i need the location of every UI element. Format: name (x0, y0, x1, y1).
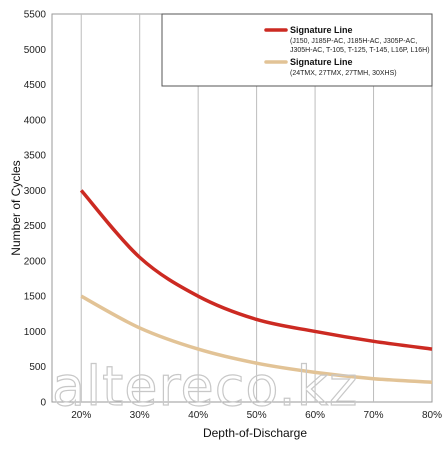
legend-detail-series-1-line-1: (J150, J185P-AC, J185H-AC, J305P-AC, (290, 38, 417, 45)
x-tick-label: 80% (422, 410, 442, 421)
x-tick-label: 40% (188, 410, 208, 421)
legend-detail-series-2: (24TMX, 27TMX, 27TMH, 30XHS) (290, 70, 397, 77)
y-axis-title: Number of Cycles (9, 160, 23, 255)
watermark: altereco.kz (52, 355, 358, 418)
legend-label-series-1: Signature Line (290, 25, 353, 35)
x-tick-label: 30% (130, 410, 150, 421)
y-tick-labels: 0 500 1000 1500 2000 2500 3000 3500 4000 4500 5000… (24, 10, 47, 409)
y-tick-label: 4500 (24, 80, 47, 91)
y-tick-label: 2500 (24, 221, 47, 232)
y-tick-label: 4000 (24, 115, 47, 126)
y-tick-label: 0 (40, 398, 46, 409)
y-tick-label: 3000 (24, 186, 47, 197)
legend-detail-series-1-line-2: J305H-AC, T-105, T-125, T-145, L16P, L16… (290, 47, 430, 54)
legend-box (161, 13, 433, 87)
y-tick-label: 5000 (24, 45, 47, 56)
x-axis-title: Depth-of-Discharge (203, 426, 307, 440)
series-line-1 (79, 189, 433, 351)
x-tick-label: 50% (247, 410, 267, 421)
y-tick-label: 5500 (24, 10, 47, 21)
legend-label-series-2: Signature Line (290, 57, 353, 67)
x-tick-label: 70% (364, 410, 384, 421)
legend: Signature Line (J150, J185P-AC, J185H-AC… (161, 13, 433, 87)
y-tick-label: 1500 (24, 292, 47, 303)
x-tick-labels: 20% 30% 40% 50% 60% 70% 80% (71, 410, 442, 421)
y-tick-label: 500 (29, 362, 46, 373)
y-tick-label: 1000 (24, 327, 47, 338)
y-tick-label: 2000 (24, 256, 47, 267)
series-line-2 (80, 294, 433, 384)
y-tick-label: 3500 (24, 151, 47, 162)
x-tick-label: 60% (305, 410, 325, 421)
x-tick-label: 20% (71, 410, 91, 421)
series-lines (79, 189, 433, 384)
